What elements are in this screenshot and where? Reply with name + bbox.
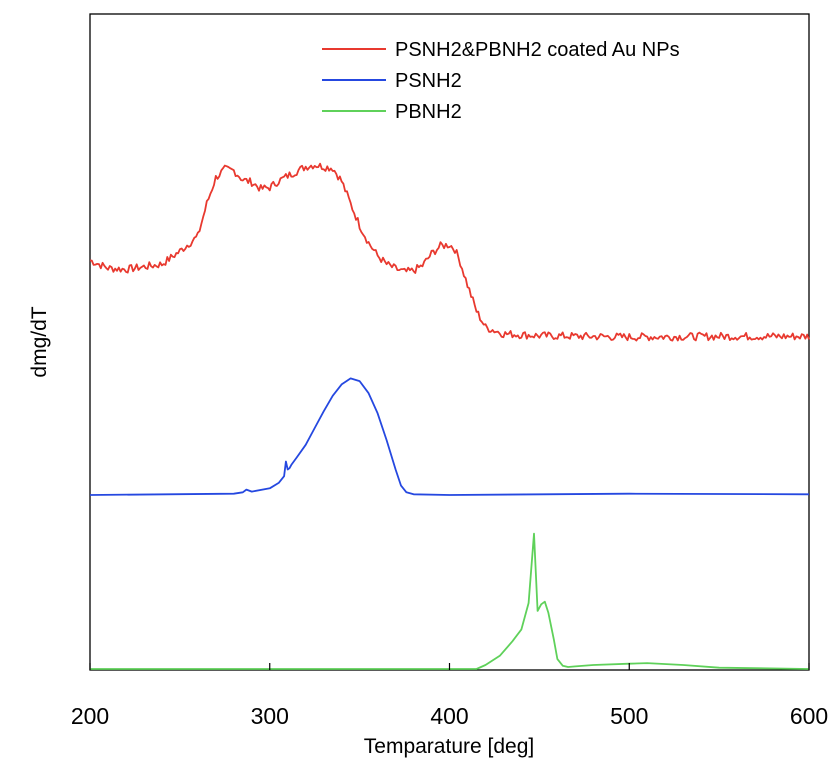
legend: PSNH2&PBNH2 coated Au NPs PSNH2 PBNH2 [322, 39, 680, 123]
x-tick-label-400: 400 [430, 703, 468, 729]
series-line-2 [89, 377, 810, 496]
legend-label-3: PBNH2 [395, 101, 462, 123]
x-tick-label-300: 300 [251, 703, 289, 729]
series-line-1 [89, 162, 810, 342]
y-axis-title: dmg/dT [28, 306, 51, 377]
series-line-3 [90, 532, 810, 670]
x-axis-title: Temparature [deg] [364, 735, 534, 758]
x-tick-label-200: 200 [71, 703, 109, 729]
legend-label-2: PSNH2 [395, 70, 462, 92]
x-tick-label-600: 600 [790, 703, 828, 729]
series-layer [89, 162, 810, 670]
x-tick-label-500: 500 [610, 703, 648, 729]
legend-label-1: PSNH2&PBNH2 coated Au NPs [395, 39, 680, 61]
x-axis: 200 300 400 500 600 [71, 663, 828, 729]
